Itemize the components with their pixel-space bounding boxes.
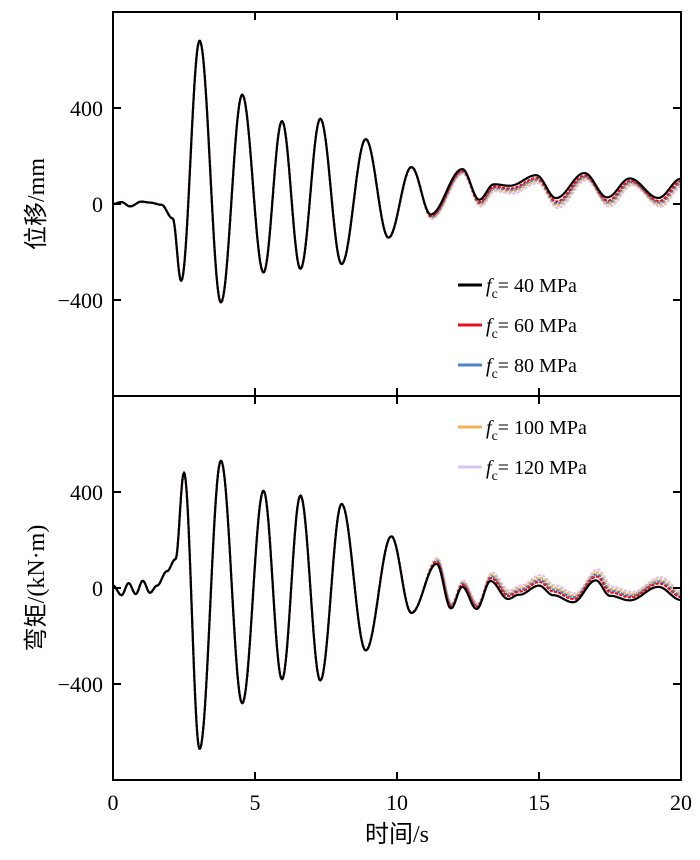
y-axis-label: 位移/mm <box>23 158 50 250</box>
legend-value: = 80 MPa <box>498 355 577 377</box>
legend-subscript: c <box>492 367 498 382</box>
legend-subscript: c <box>492 327 498 342</box>
series-line-4 <box>113 459 681 750</box>
series-group <box>113 39 681 304</box>
legend-label: fc= 40 MPa <box>486 275 577 302</box>
legend-item-3: fc= 80 MPa <box>458 355 577 382</box>
x-tick-label: 15 <box>528 790 550 815</box>
legend-subscript: c <box>492 287 498 302</box>
series-line-3 <box>113 459 681 750</box>
legend-item-4: fc= 100 MPa <box>458 417 587 444</box>
legend-label: fc= 100 MPa <box>486 417 587 444</box>
panel-frame <box>112 395 682 781</box>
legend-label: fc= 80 MPa <box>486 355 577 382</box>
legend-item-2: fc= 60 MPa <box>458 315 577 342</box>
x-tick-label: 10 <box>386 790 408 815</box>
legend-item-1: fc= 40 MPa <box>458 275 577 302</box>
legend-item-5: fc= 120 MPa <box>458 457 587 484</box>
series-line-1 <box>113 39 681 304</box>
y-axis-label: 弯矩/(kN·m) <box>23 525 50 652</box>
legend-symbol: f <box>486 355 494 377</box>
bottom-panel: −400 0 400 0 5 10 15 20 弯矩/(kN·m) 时间/s <box>23 395 692 848</box>
legend-symbol: f <box>486 417 494 439</box>
legend-value: = 60 MPa <box>498 315 577 337</box>
x-tick-label: 5 <box>250 790 261 815</box>
legend-value: = 120 MPa <box>498 457 587 479</box>
y-tick-label: 0 <box>92 192 103 217</box>
x-axis-label: 时间/s <box>365 821 429 848</box>
y-tick-label: 400 <box>70 96 103 121</box>
legend-subscript: c <box>492 469 498 484</box>
legend-symbol: f <box>486 457 494 479</box>
top-panel: −400 0 400 位移/mm <box>23 11 682 397</box>
legend-value: = 100 MPa <box>498 417 587 439</box>
y-tick-label: −400 <box>58 288 103 313</box>
series-line-2 <box>113 39 681 304</box>
x-tick-label: 0 <box>108 790 119 815</box>
legend-label: fc= 120 MPa <box>486 457 587 484</box>
series-line-3 <box>113 39 681 304</box>
y-tick-label: 0 <box>92 576 103 601</box>
series-line-4 <box>113 39 681 304</box>
legend-symbol: f <box>486 315 494 337</box>
series-line-5 <box>113 459 681 750</box>
legend-subscript: c <box>492 429 498 444</box>
series-line-1 <box>113 459 681 750</box>
legend-symbol: f <box>486 275 494 297</box>
series-group <box>113 459 681 750</box>
y-tick-label: −400 <box>58 672 103 697</box>
legend-value: = 40 MPa <box>498 275 577 297</box>
legend-label: fc= 60 MPa <box>486 315 577 342</box>
series-line-2 <box>113 459 681 750</box>
series-line-5 <box>113 39 681 304</box>
x-tick-label: 20 <box>670 790 692 815</box>
panel-frame <box>112 11 682 397</box>
y-tick-label: 400 <box>70 480 103 505</box>
